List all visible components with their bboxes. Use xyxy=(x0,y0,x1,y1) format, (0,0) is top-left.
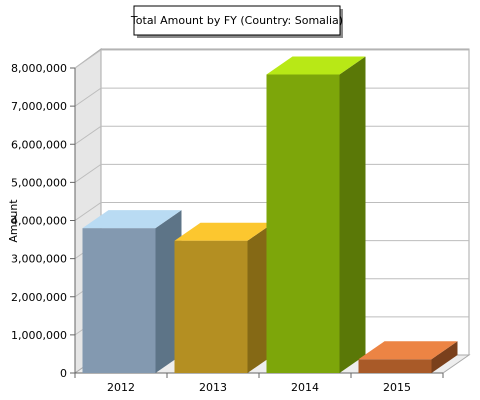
y-tick-label: 1,000,000 xyxy=(11,329,67,342)
gridline xyxy=(74,49,469,69)
chart-title: Total Amount by FY (Country: Somalia) xyxy=(130,14,343,27)
y-axis-label: Amount xyxy=(7,199,20,243)
bar-2013 xyxy=(174,222,274,373)
bar-front xyxy=(358,359,432,373)
y-tick-label: 6,000,000 xyxy=(11,138,67,151)
y-tick-label: 8,000,000 xyxy=(11,62,67,75)
bar-top xyxy=(358,341,458,360)
x-tick-label: 2013 xyxy=(199,381,227,394)
bar-front xyxy=(82,228,156,373)
bar-top xyxy=(82,210,182,229)
y-tick-label: 0 xyxy=(60,367,67,380)
y-tick-label: 5,000,000 xyxy=(11,176,67,189)
x-tick-labels: 2012 2013 2014 2015 xyxy=(74,373,444,394)
bar-2012 xyxy=(82,210,182,373)
bar-front xyxy=(266,74,340,373)
bar-2015 xyxy=(358,341,458,373)
y-tick-label: 2,000,000 xyxy=(11,291,67,304)
x-tick-label: 2015 xyxy=(383,381,411,394)
bar-2014 xyxy=(266,56,366,373)
bar-top xyxy=(266,56,366,75)
y-tick-labels: 0 1,000,000 2,000,000 3,000,000 4,000,000 5,0… xyxy=(11,62,75,380)
bar-side xyxy=(431,341,458,373)
x-tick-label: 2014 xyxy=(291,381,319,394)
x-tick-label: 2012 xyxy=(107,381,135,394)
bar-side xyxy=(339,56,366,373)
y-tick-label: 3,000,000 xyxy=(11,253,67,266)
bar-front xyxy=(174,240,248,373)
chart-title-box: Total Amount by FY (Country: Somalia) xyxy=(130,5,343,38)
bar-top xyxy=(174,222,274,241)
y-tick-label: 4,000,000 xyxy=(11,215,67,228)
y-tick-label: 7,000,000 xyxy=(11,100,67,113)
bars xyxy=(82,56,458,373)
